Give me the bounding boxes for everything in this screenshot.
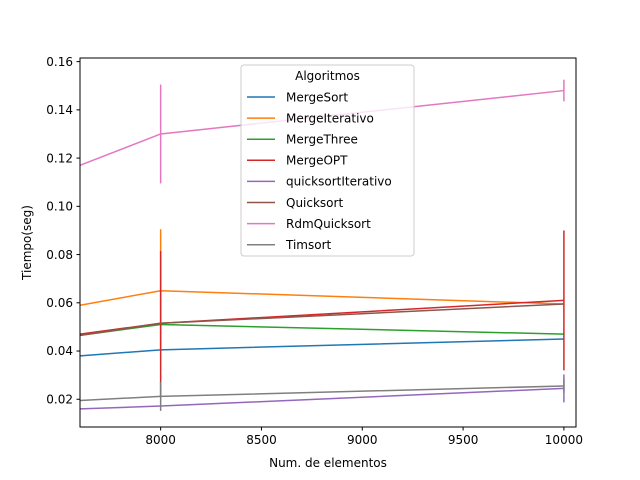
- legend-entry-label: RdmQuicksort: [286, 217, 371, 231]
- y-tick-label: 0.06: [46, 296, 73, 310]
- legend-entry-label: MergeOPT: [286, 154, 348, 168]
- legend-entry-label: MergeThree: [286, 133, 358, 147]
- y-tick-label: 0.10: [46, 200, 73, 214]
- x-tick-label: 8500: [246, 433, 277, 447]
- legend-title: Algoritmos: [295, 69, 360, 83]
- series-Timsort: [80, 379, 565, 411]
- legend-entry-label: Timsort: [285, 238, 332, 252]
- x-tick-label: 9500: [448, 433, 479, 447]
- axes-frame: [79, 57, 577, 428]
- series-layer: [80, 79, 565, 411]
- legend-entry-label: MergeIterativo: [286, 111, 374, 125]
- legend: Algoritmos MergeSort MergeIterativo MergeT…: [240, 64, 415, 257]
- legend-entry-label: Quicksort: [286, 196, 343, 210]
- y-tick-label: 0.02: [46, 392, 73, 406]
- y-tick-label: 0.08: [46, 248, 73, 262]
- series-line: [80, 303, 564, 337]
- y-tick-label: 0.14: [46, 103, 73, 117]
- x-tick-label: 8000: [145, 433, 176, 447]
- y-tick-label: 0.04: [46, 344, 73, 358]
- series-RdmQuicksort: [80, 79, 565, 184]
- x-tick-label: 9000: [347, 433, 378, 447]
- x-tick-label: 10000: [545, 433, 583, 447]
- legend-box: [240, 64, 415, 257]
- y-axis-label: Tiempo(seg): [20, 205, 34, 281]
- legend-entry-label: MergeSort: [286, 90, 348, 104]
- axes-layer: 8000 8500 9000 9500 10000 0.02 0.04 0.06 0.08 0.1…: [46, 55, 583, 447]
- series-Quicksort: [80, 303, 564, 337]
- legend-entry-label: quicksortIterativo: [286, 175, 392, 189]
- x-axis-label: Num. de elementos: [269, 456, 387, 470]
- y-tick-label: 0.16: [46, 55, 73, 69]
- y-tick-label: 0.12: [46, 151, 73, 165]
